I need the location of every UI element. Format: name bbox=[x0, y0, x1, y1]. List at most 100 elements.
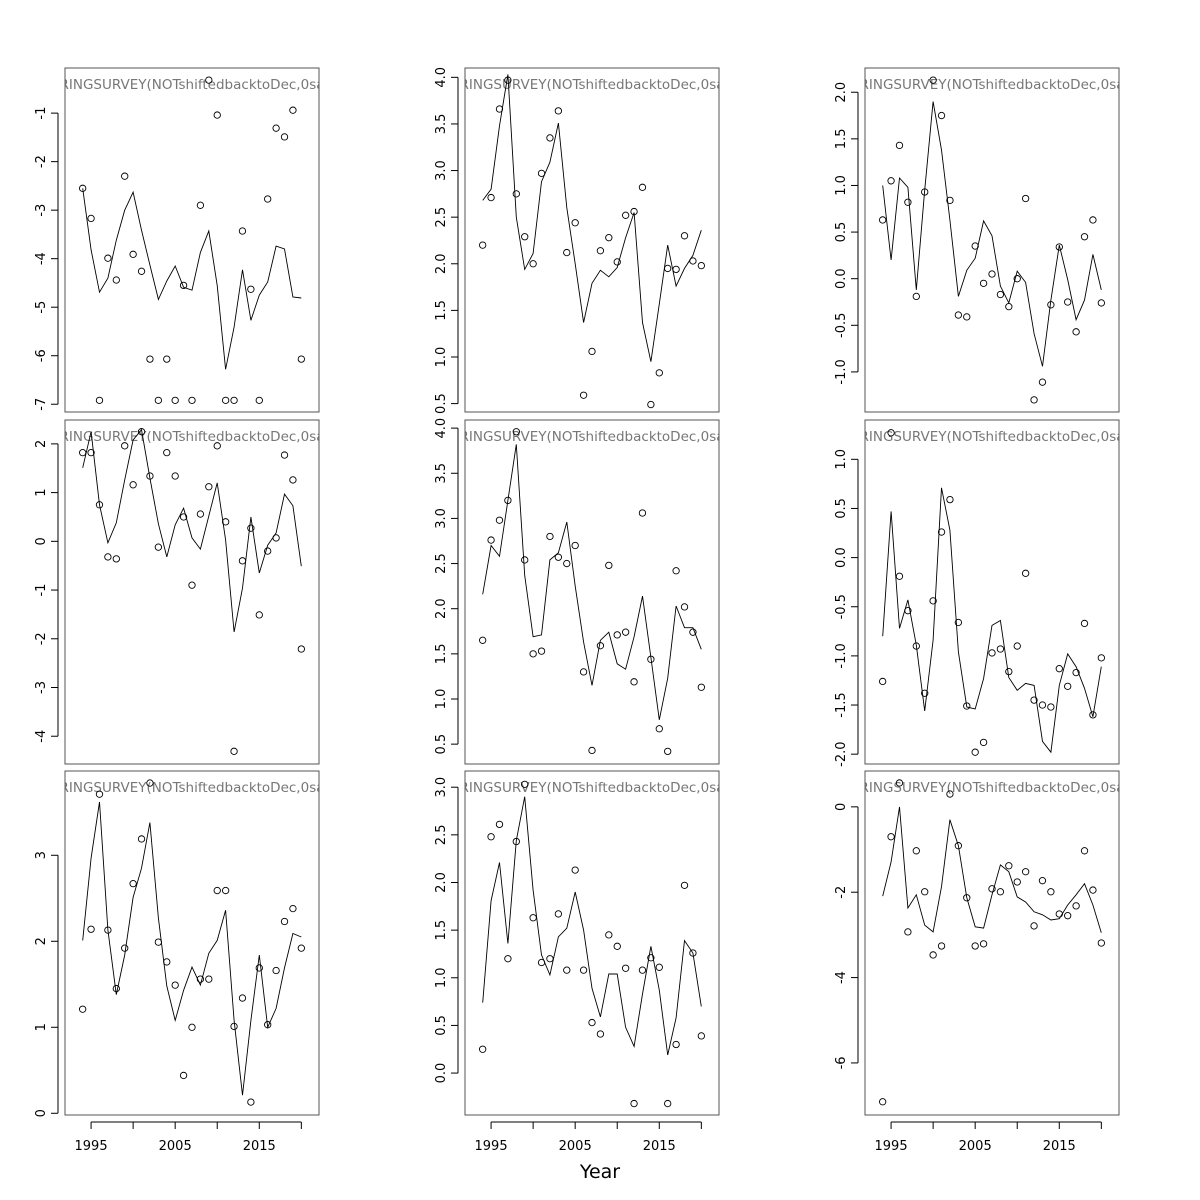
data-point bbox=[537, 647, 546, 655]
data-point bbox=[895, 779, 904, 787]
y-tick-label: -7 bbox=[34, 398, 49, 411]
data-point bbox=[647, 954, 655, 962]
x-tick-label: 2015 bbox=[1043, 1139, 1076, 1154]
fitted-line bbox=[482, 74, 702, 362]
data-point bbox=[563, 966, 571, 974]
data-point bbox=[697, 683, 705, 691]
x-tick-label: 1995 bbox=[75, 1139, 108, 1154]
data-point bbox=[537, 958, 546, 967]
data-point bbox=[946, 790, 954, 798]
data-point bbox=[895, 572, 904, 580]
data-point bbox=[1047, 888, 1055, 896]
data-point bbox=[887, 429, 895, 437]
y-tick-label: 0 bbox=[34, 537, 49, 545]
data-point bbox=[146, 779, 154, 787]
y-tick-label: -1 bbox=[34, 107, 49, 120]
data-point bbox=[689, 257, 697, 265]
data-point bbox=[1080, 619, 1089, 628]
y-tick-label: -1.5 bbox=[834, 692, 849, 717]
data-point bbox=[163, 958, 171, 966]
data-point bbox=[596, 642, 605, 650]
data-point bbox=[638, 183, 647, 191]
data-point bbox=[221, 396, 230, 405]
fitted-line bbox=[882, 487, 1102, 754]
data-point bbox=[912, 642, 920, 650]
data-point bbox=[971, 242, 979, 250]
x-tick-label: 2005 bbox=[959, 1139, 992, 1154]
panel-title: RINGSURVEY(NOTshiftedbacktoDec,0sa bbox=[460, 77, 725, 93]
data-point bbox=[146, 355, 154, 363]
data-point bbox=[979, 279, 988, 287]
data-point bbox=[680, 881, 689, 889]
data-point bbox=[921, 689, 929, 697]
panel-1: RINGSURVEY(NOTshiftedbacktoDec,0sa -7 -6 -5… bbox=[34, 67, 320, 413]
data-point bbox=[264, 547, 272, 555]
data-point bbox=[664, 264, 672, 273]
data-point bbox=[664, 1099, 672, 1108]
data-point bbox=[154, 396, 163, 405]
data-point bbox=[272, 124, 280, 132]
y-tick-label: 3.5 bbox=[434, 114, 449, 135]
data-point bbox=[521, 233, 529, 241]
data-point bbox=[289, 476, 297, 484]
panel-9: RINGSURVEY(NOTshiftedbacktoDec,0sa -6 -4 -2… bbox=[834, 770, 1120, 1154]
data-point bbox=[504, 76, 512, 84]
data-point bbox=[912, 847, 920, 855]
panel-frame bbox=[864, 770, 1120, 1116]
y-tick-label: 2.0 bbox=[834, 82, 849, 103]
data-point bbox=[929, 76, 937, 84]
data-point bbox=[996, 888, 1005, 896]
y-tick-label: -1.0 bbox=[834, 643, 849, 668]
panel-3: RINGSURVEY(NOTshiftedbacktoDec,0sa -1.0 -0… bbox=[834, 67, 1120, 413]
data-point bbox=[529, 914, 537, 922]
x-tick-label: 1995 bbox=[475, 1139, 508, 1154]
data-point bbox=[638, 509, 647, 517]
data-point bbox=[954, 842, 963, 850]
data-point bbox=[171, 981, 179, 989]
panel-6: RINGSURVEY(NOTshiftedbacktoDec,0sa -2.0 -1… bbox=[834, 419, 1120, 767]
data-point bbox=[988, 649, 996, 657]
data-point bbox=[196, 201, 205, 209]
x-tick-label: 2005 bbox=[559, 1139, 592, 1154]
data-point bbox=[179, 513, 188, 521]
y-tick-label: -2.0 bbox=[834, 741, 849, 766]
y-tick-label: 1 bbox=[34, 488, 49, 496]
data-point bbox=[205, 76, 213, 84]
data-point bbox=[521, 556, 529, 564]
data-point bbox=[546, 134, 554, 142]
data-point bbox=[230, 747, 238, 755]
data-point bbox=[1064, 912, 1072, 920]
data-point bbox=[921, 888, 929, 896]
data-point bbox=[213, 886, 221, 895]
panel-frame bbox=[864, 419, 1120, 765]
data-point bbox=[605, 931, 613, 939]
y-tick-label: 2.5 bbox=[434, 825, 449, 846]
panel-frame bbox=[464, 770, 720, 1116]
data-point bbox=[529, 260, 537, 268]
data-point bbox=[1021, 868, 1030, 876]
data-point bbox=[104, 254, 112, 262]
data-point bbox=[272, 534, 280, 542]
y-tick-label: 1.5 bbox=[434, 644, 449, 665]
data-point bbox=[1055, 665, 1063, 673]
y-tick-label: 2.0 bbox=[434, 253, 449, 274]
data-point bbox=[495, 516, 504, 524]
y-tick-label: 2.0 bbox=[434, 598, 449, 619]
data-point bbox=[230, 1022, 238, 1031]
data-point bbox=[929, 597, 937, 605]
fitted-line bbox=[882, 101, 1102, 367]
data-point bbox=[946, 196, 954, 205]
panel-title: RINGSURVEY(NOTshiftedbacktoDec,0sa bbox=[460, 429, 725, 445]
data-point bbox=[137, 835, 146, 843]
data-point bbox=[1038, 877, 1047, 885]
data-point bbox=[487, 193, 495, 202]
data-point bbox=[196, 510, 205, 518]
data-point bbox=[264, 1021, 272, 1029]
y-tick-label: 1.5 bbox=[834, 129, 849, 150]
fitted-line bbox=[482, 796, 702, 1056]
data-point bbox=[104, 553, 112, 561]
panel-frame bbox=[64, 770, 320, 1116]
y-tick-label: 0.0 bbox=[834, 268, 849, 289]
data-point bbox=[563, 559, 571, 568]
y-tick-label: 2.0 bbox=[434, 872, 449, 893]
